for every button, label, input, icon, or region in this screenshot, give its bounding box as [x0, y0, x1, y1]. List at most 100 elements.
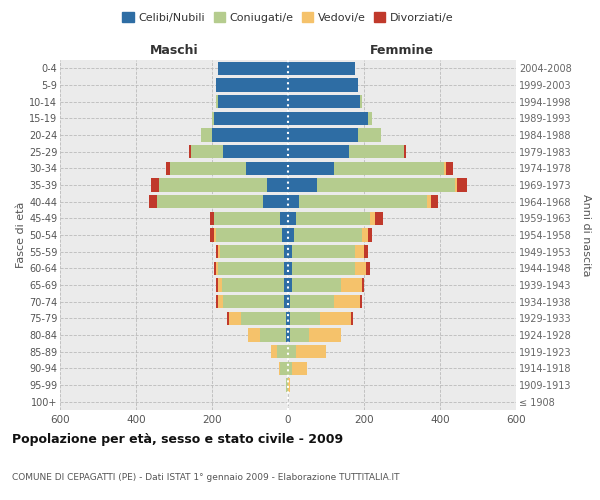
Bar — [214, 112, 288, 125]
Bar — [288, 112, 368, 125]
Bar — [288, 278, 292, 291]
Bar — [334, 295, 360, 308]
Bar — [362, 278, 364, 291]
Bar — [288, 178, 317, 192]
Bar — [218, 262, 284, 275]
Bar — [358, 128, 381, 141]
Bar — [288, 62, 355, 75]
Bar — [309, 328, 341, 342]
Bar — [229, 312, 241, 325]
Text: COMUNE DI CEPAGATTI (PE) - Dati ISTAT 1° gennaio 2009 - Elaborazione TUTTITALIA.: COMUNE DI CEPAGATTI (PE) - Dati ISTAT 1°… — [12, 473, 400, 482]
Bar — [286, 312, 288, 325]
Legend: Celibi/Nubili, Coniugati/e, Vedovi/e, Divorziati/e: Celibi/Nubili, Coniugati/e, Vedovi/e, Di… — [118, 8, 458, 28]
Bar — [290, 295, 334, 308]
Bar — [366, 262, 370, 275]
Bar — [284, 245, 288, 258]
Bar — [210, 212, 214, 225]
Bar — [216, 228, 283, 241]
Bar — [278, 362, 280, 375]
Bar — [151, 178, 159, 192]
Bar — [277, 345, 288, 358]
Y-axis label: Fasce di età: Fasce di età — [16, 202, 26, 268]
Bar — [427, 195, 431, 208]
Bar — [288, 145, 349, 158]
Bar — [296, 212, 370, 225]
Bar — [368, 228, 371, 241]
Bar — [288, 195, 299, 208]
Bar — [280, 362, 288, 375]
Bar — [149, 195, 157, 208]
Bar — [349, 145, 404, 158]
Text: Maschi: Maschi — [149, 44, 199, 57]
Bar — [355, 262, 366, 275]
Bar — [288, 328, 290, 342]
Bar — [457, 178, 467, 192]
Bar — [288, 78, 358, 92]
Bar — [223, 145, 288, 158]
Bar — [159, 178, 267, 192]
Bar — [227, 312, 229, 325]
Bar — [288, 378, 290, 392]
Bar — [288, 262, 292, 275]
Bar — [189, 145, 191, 158]
Bar — [216, 95, 218, 108]
Bar — [294, 228, 362, 241]
Bar — [220, 245, 284, 258]
Bar — [241, 312, 286, 325]
Bar — [246, 162, 288, 175]
Bar — [404, 145, 406, 158]
Bar — [341, 278, 362, 291]
Bar — [214, 212, 280, 225]
Bar — [296, 345, 326, 358]
Text: Popolazione per età, sesso e stato civile - 2009: Popolazione per età, sesso e stato civil… — [12, 432, 343, 446]
Bar — [218, 95, 288, 108]
Bar — [223, 295, 284, 308]
Bar — [218, 245, 220, 258]
Bar — [288, 362, 292, 375]
Bar — [292, 245, 355, 258]
Bar — [288, 345, 296, 358]
Bar — [280, 212, 288, 225]
Bar — [446, 162, 454, 175]
Bar — [444, 162, 446, 175]
Bar — [364, 245, 368, 258]
Bar — [260, 328, 286, 342]
Bar — [455, 178, 457, 192]
Bar — [216, 245, 218, 258]
Bar — [288, 228, 294, 241]
Y-axis label: Anni di nascita: Anni di nascita — [581, 194, 591, 276]
Bar — [288, 245, 292, 258]
Bar — [157, 195, 263, 208]
Bar — [288, 212, 296, 225]
Bar — [370, 212, 376, 225]
Bar — [286, 328, 288, 342]
Bar — [292, 362, 307, 375]
Bar — [218, 295, 223, 308]
Bar — [288, 312, 290, 325]
Bar — [263, 195, 288, 208]
Bar — [212, 128, 288, 141]
Bar — [292, 278, 341, 291]
Bar — [288, 162, 334, 175]
Bar — [212, 112, 214, 125]
Bar — [216, 78, 288, 92]
Bar — [360, 95, 362, 108]
Bar — [290, 328, 309, 342]
Bar — [290, 312, 320, 325]
Bar — [431, 195, 438, 208]
Bar — [191, 145, 223, 158]
Bar — [214, 262, 216, 275]
Bar — [288, 295, 290, 308]
Bar — [200, 128, 212, 141]
Bar — [360, 295, 362, 308]
Bar — [299, 195, 427, 208]
Bar — [170, 162, 246, 175]
Bar — [286, 378, 288, 392]
Bar — [362, 228, 368, 241]
Bar — [214, 228, 216, 241]
Bar — [267, 178, 288, 192]
Bar — [248, 328, 260, 342]
Bar — [320, 312, 350, 325]
Bar — [284, 278, 288, 291]
Bar — [221, 278, 284, 291]
